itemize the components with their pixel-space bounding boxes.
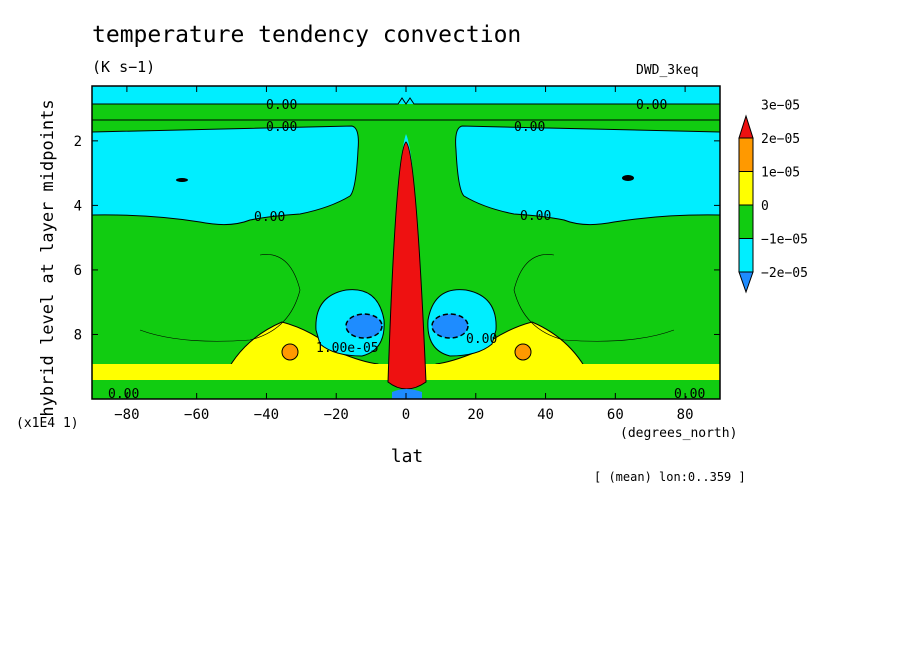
y-tick-label: 6 <box>74 263 82 279</box>
chart-title: temperature tendency convection <box>92 22 522 48</box>
field-min-right <box>431 313 469 339</box>
contour-label: 0.00 <box>266 120 297 135</box>
contour-blob-right <box>622 175 634 181</box>
field-upper-negative-right <box>455 125 720 226</box>
contour-thin-right <box>513 254 675 342</box>
colorbar-arrow-low <box>738 271 754 294</box>
averaging-note: [ (mean) lon:0..359 ] <box>594 470 746 484</box>
field-column-core <box>387 141 427 390</box>
x-tick-label: 0 <box>402 407 410 423</box>
colorbar-arrow-high <box>738 114 754 139</box>
contour-label: 0.00 <box>466 332 497 347</box>
y-tick-label: 8 <box>74 327 82 343</box>
field-top-band <box>92 86 720 104</box>
colorbar-label: 2e−05 <box>761 132 800 147</box>
colorbar-swatch <box>738 204 754 239</box>
contour-thin-left <box>139 254 301 342</box>
colorbar-label: −2e−05 <box>761 266 808 281</box>
contour-label: 1.00e-05 <box>316 341 379 356</box>
colorbar: −2e−05 −1e−05 0 1e−05 2e−05 3e−05 <box>738 99 808 294</box>
colorbar-swatch <box>738 238 754 273</box>
contour-fields <box>92 86 720 399</box>
y-scale-factor: (x1E4 1) <box>16 416 79 431</box>
contour-label: 0.00 <box>636 98 667 113</box>
colorbar-label: 0 <box>761 199 769 214</box>
field-min-left <box>345 313 383 339</box>
colorbar-label: 3e−05 <box>761 99 800 114</box>
x-tick-label: −80 <box>114 407 139 423</box>
contour-label: 0.00 <box>520 209 551 224</box>
contour-label: 0.00 <box>266 98 297 113</box>
contour-label: 0.00 <box>254 210 285 225</box>
y-tick-label: 4 <box>74 198 82 214</box>
field-upper-negative <box>92 125 359 226</box>
y-tick-label: 2 <box>74 134 82 150</box>
x-axis-label: lat <box>390 446 424 467</box>
y-axis-ticks: 2 4 6 8 <box>74 134 720 343</box>
x-axis-ticks: −80 −60 −40 −20 0 20 40 60 80 <box>114 86 694 423</box>
contour-line-top <box>92 97 720 105</box>
field-max-right <box>514 343 532 361</box>
contour-label: 0.00 <box>514 120 545 135</box>
x-tick-label: 80 <box>677 407 694 423</box>
field-max-left <box>281 343 299 361</box>
colorbar-label: −1e−05 <box>761 233 808 248</box>
contour-label: 0.00 <box>674 387 705 402</box>
x-tick-label: −60 <box>184 407 209 423</box>
contour-label: 0.00 <box>108 387 139 402</box>
contour-blob-left <box>176 178 188 182</box>
experiment-label: DWD_3keq <box>636 63 699 78</box>
colorbar-label: 1e−05 <box>761 166 800 181</box>
colorbar-swatch <box>738 171 754 206</box>
units-label: (K s−1) <box>92 58 156 76</box>
field-column-base <box>392 389 422 399</box>
x-tick-label: −40 <box>254 407 279 423</box>
x-tick-label: 20 <box>467 407 484 423</box>
colorbar-swatch <box>738 137 754 172</box>
x-tick-label: −20 <box>324 407 349 423</box>
x-tick-label: 40 <box>537 407 554 423</box>
x-tick-label: 60 <box>607 407 624 423</box>
contour-labels: 0.00 0.00 0.00 0.00 0.00 0.00 0.00 0.00 … <box>108 98 705 402</box>
x-axis-unit: (degrees_north) <box>620 426 738 441</box>
